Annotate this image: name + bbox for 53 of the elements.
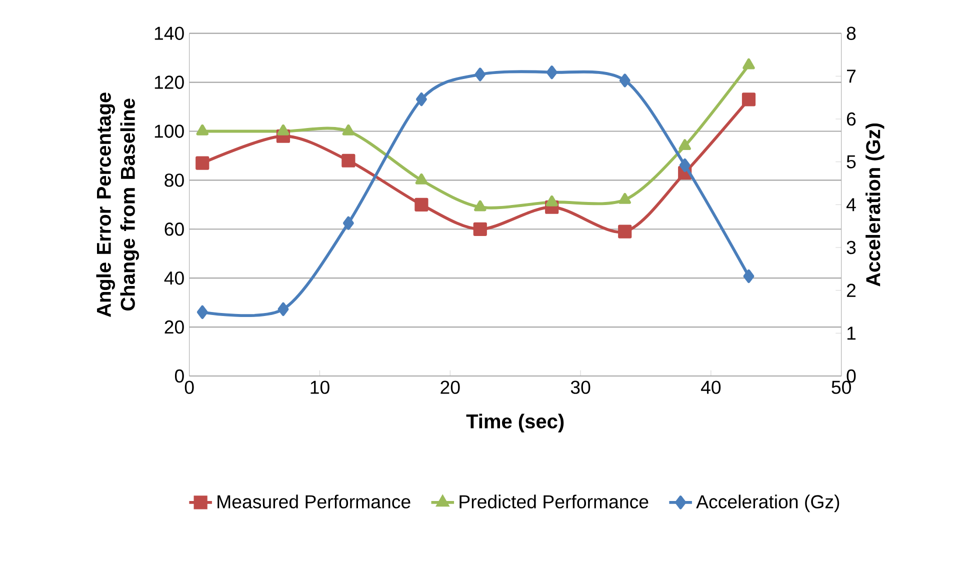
point [678, 139, 691, 150]
point [277, 124, 290, 136]
x-tick-label: 50 [832, 380, 851, 394]
point [342, 124, 355, 136]
point [546, 196, 558, 207]
point [196, 306, 208, 320]
point [342, 216, 354, 230]
x-tick-label: 0 [184, 380, 194, 394]
point [618, 224, 632, 239]
point [546, 66, 558, 80]
point [342, 154, 356, 168]
point [196, 156, 210, 170]
y2-tick-label: 3 [846, 241, 856, 254]
y2-tick-label: 6 [846, 112, 856, 126]
x-tick-label: 30 [570, 380, 590, 394]
y-tick-label: 40 [164, 272, 184, 285]
point [278, 302, 289, 316]
y-tick-label: 60 [164, 222, 184, 236]
y-tick-label: 0 [174, 370, 184, 383]
point [742, 92, 756, 106]
y2-tick-label: 2 [846, 284, 856, 298]
y2-tick-label: 8 [846, 26, 856, 40]
y-tick-label: 20 [164, 320, 184, 334]
y-tick-label: 100 [154, 124, 184, 138]
y2-tick-label: 1 [847, 326, 856, 340]
y2-tick-label: 5 [846, 156, 856, 169]
point [618, 193, 631, 204]
x-tick-label: 40 [700, 380, 721, 394]
point [196, 124, 208, 136]
point [415, 174, 428, 184]
point [414, 198, 428, 212]
y-tick-label: 140 [154, 26, 184, 40]
point [473, 222, 487, 236]
y2-tick-label: 7 [847, 70, 856, 83]
y-tick-label: 120 [154, 76, 184, 90]
y2-tick-label: 4 [846, 198, 856, 212]
point [474, 200, 486, 212]
point [416, 92, 427, 106]
y2-tick-label: 0 [846, 370, 856, 383]
x-tick-label: 10 [310, 380, 330, 394]
x-axis-title: Time (sec) [466, 414, 564, 433]
y-tick-label: 80 [164, 174, 184, 187]
point [743, 270, 754, 284]
point [474, 68, 486, 82]
legend-label: Predicted Performance [460, 494, 648, 509]
legend-label: Acceleration (Gz) [696, 494, 840, 512]
x-tick-label: 20 [440, 380, 460, 394]
point [679, 158, 690, 172]
y-axis-title: Angle Error Percentage Change from Baseline [96, 92, 140, 318]
legend-label: Measured Performance [218, 494, 410, 509]
point [742, 58, 755, 70]
y2-axis-title: Acceleration (Gz) [866, 124, 884, 287]
point [619, 74, 630, 88]
